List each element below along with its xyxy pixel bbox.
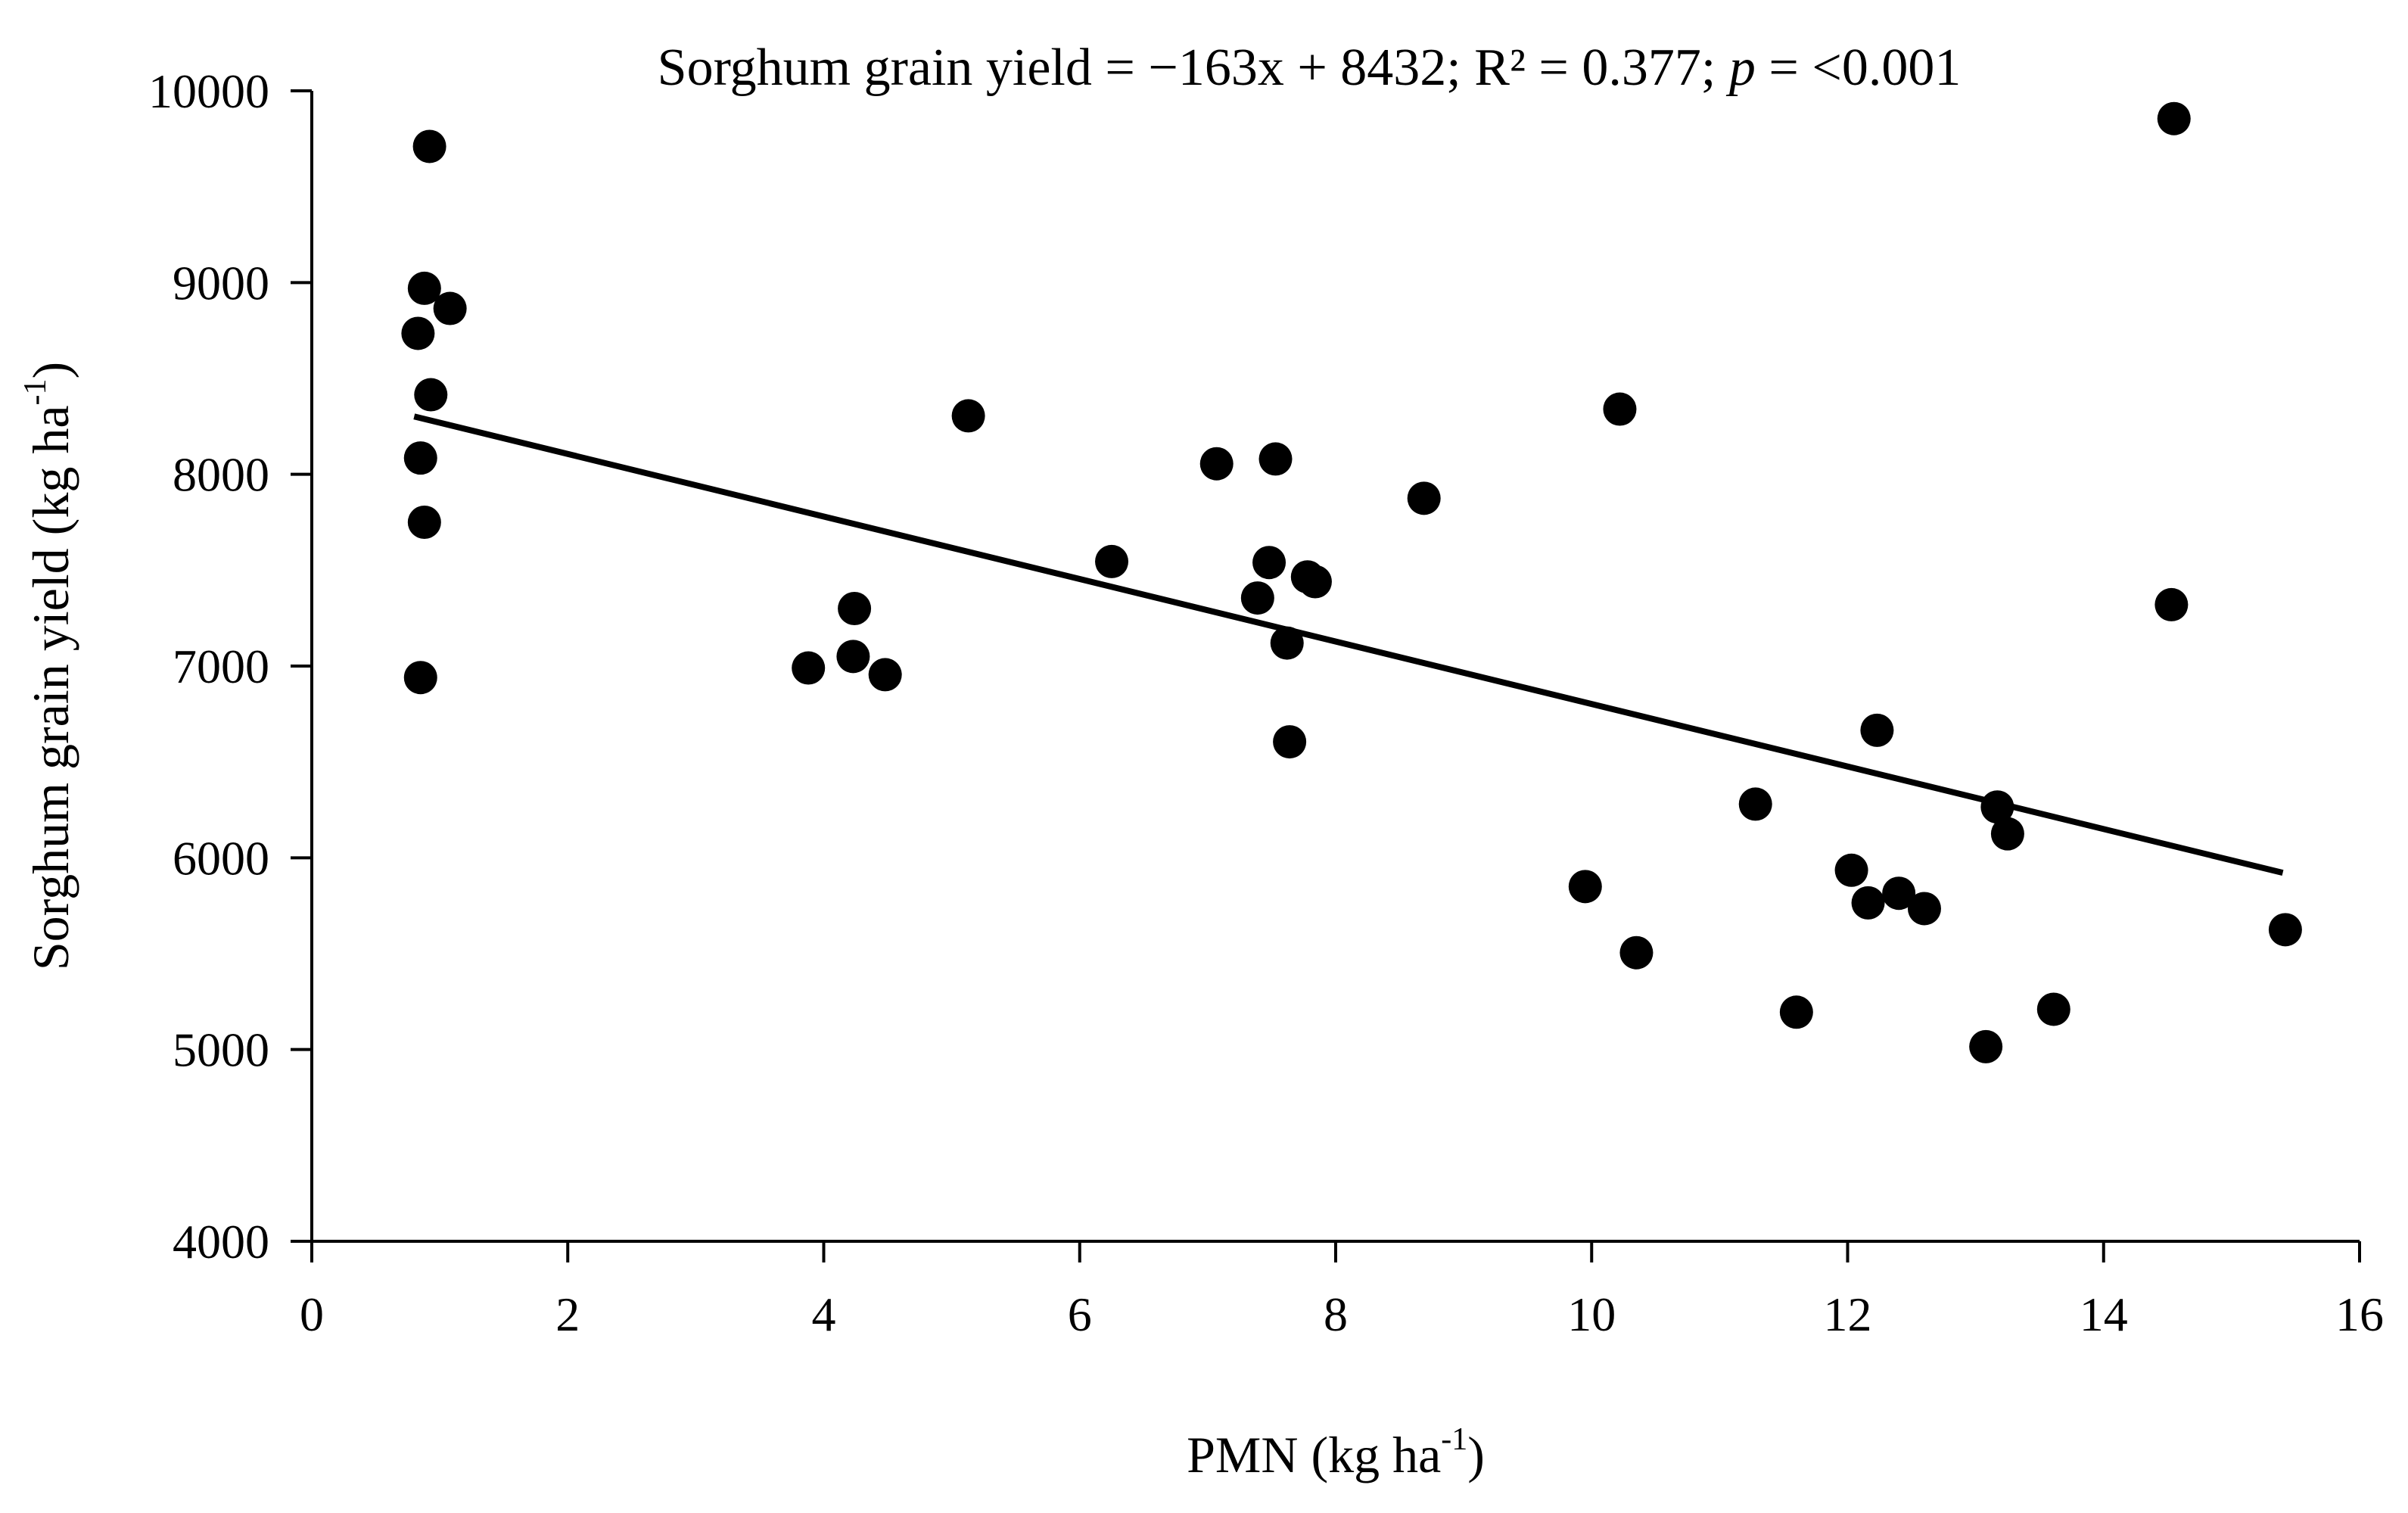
x-tick-label: 4	[812, 1287, 836, 1341]
data-point	[401, 316, 435, 350]
data-points	[401, 101, 2302, 1063]
x-tick-label: 10	[1567, 1287, 1616, 1341]
y-tick-label: 10000	[148, 64, 269, 118]
x-axis-title-text: PMN (kg ha	[1187, 1426, 1441, 1483]
data-point	[1907, 892, 1941, 926]
y-tick-label: 9000	[173, 256, 269, 310]
data-point	[1252, 546, 1286, 580]
y-tick-label: 4000	[173, 1215, 269, 1269]
x-axis-title: PMN (kg ha-1)	[1187, 1422, 1485, 1483]
trendline	[413, 413, 2284, 876]
data-point	[1851, 886, 1885, 920]
data-point	[792, 651, 826, 685]
x-axis-title-close: )	[1467, 1426, 1485, 1483]
data-point	[414, 378, 448, 412]
data-point	[1619, 936, 1654, 970]
x-tick-label: 16	[2335, 1287, 2384, 1341]
data-point	[838, 592, 872, 625]
data-point	[1882, 876, 1916, 911]
data-point	[433, 291, 467, 325]
equation-p-symbol: p	[1725, 39, 1756, 97]
x-ticks: 0 2 4 6 8 10 12 14 16	[300, 1241, 2384, 1341]
data-point	[1270, 626, 1304, 660]
data-point	[1990, 817, 2024, 851]
x-tick-label: 14	[2080, 1287, 2128, 1341]
data-point	[403, 441, 437, 475]
data-point	[1834, 853, 1868, 887]
x-tick-label: 12	[1824, 1287, 1872, 1341]
y-axis-title-sup: -1	[18, 379, 53, 406]
y-tick-label: 5000	[173, 1023, 269, 1077]
data-point	[1969, 1029, 2003, 1063]
data-point	[407, 506, 441, 539]
data-point	[2157, 101, 2191, 135]
data-point	[868, 658, 902, 692]
regression-equation: Sorghum grain yield = −163x + 8432; R² =…	[658, 39, 1962, 97]
equation-suffix: = <0.001	[1756, 39, 1961, 97]
y-tick-label: 7000	[173, 640, 269, 693]
data-point	[836, 640, 870, 674]
data-point	[1407, 481, 1441, 515]
x-tick-label: 0	[300, 1287, 324, 1341]
data-point	[2036, 992, 2070, 1026]
data-point	[1603, 392, 1637, 426]
data-point	[1095, 544, 1129, 578]
data-point	[1860, 713, 1894, 747]
x-tick-label: 2	[555, 1287, 580, 1341]
data-point	[1240, 581, 1274, 615]
x-axis-title-sup: -1	[1441, 1422, 1467, 1457]
x-tick-label: 6	[1068, 1287, 1092, 1341]
data-point	[1568, 870, 1602, 904]
equation-prefix: Sorghum grain yield = −163x + 8432; R² =…	[658, 39, 1729, 97]
data-point	[403, 661, 437, 695]
y-axis-title-text: Sorghum grain yield (kg ha	[22, 406, 79, 971]
data-point	[2154, 587, 2189, 621]
y-tick-label: 8000	[173, 448, 269, 502]
y-ticks: 4000 5000 6000 7000 8000 9000 10000	[148, 64, 312, 1269]
data-point	[1738, 787, 1772, 821]
data-point	[1779, 995, 1813, 1029]
axes	[310, 91, 2360, 1243]
data-point	[1273, 725, 1307, 759]
data-point	[1980, 790, 2014, 824]
data-point	[1199, 447, 1234, 481]
data-point	[1258, 442, 1293, 476]
data-point	[412, 129, 446, 163]
y-tick-label: 6000	[173, 831, 269, 885]
y-axis-title-close: )	[22, 362, 79, 379]
x-tick-label: 8	[1324, 1287, 1348, 1341]
data-point	[1298, 565, 1332, 599]
y-axis-title: Sorghum grain yield (kg ha-1)	[18, 362, 79, 970]
data-point	[2268, 913, 2302, 947]
data-point	[951, 399, 985, 433]
data-point	[407, 271, 441, 305]
